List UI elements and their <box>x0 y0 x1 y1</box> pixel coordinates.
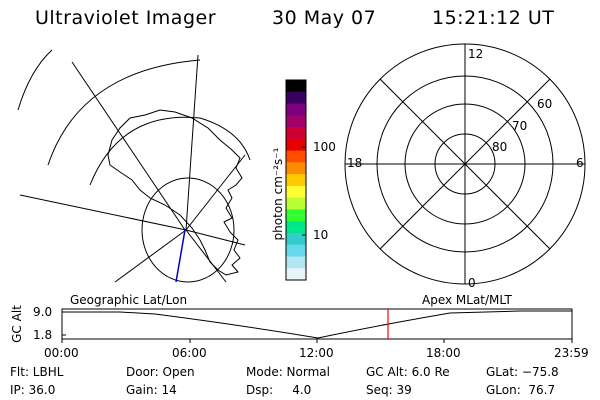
color-bar-segment <box>286 232 306 246</box>
info-dsp: Dsp: 4.0 <box>246 383 312 397</box>
map-meridian-3 <box>19 194 187 231</box>
timeline-xtick-label-12: 12:00 <box>299 346 334 360</box>
timeline-left-caption: Geographic Lat/Lon <box>70 293 188 307</box>
ground-track <box>175 229 186 283</box>
map-lat-circle <box>141 177 235 283</box>
color-bar-segment <box>286 115 306 128</box>
polar-diag-2 <box>379 78 551 250</box>
color-bar-unit-label: photon cm⁻²s⁻¹ <box>271 147 285 241</box>
timeline-ytick-label-9: 9.0 <box>33 305 53 319</box>
instrument-title: Ultraviolet Imager <box>35 7 217 29</box>
info-gc-alt: GC Alt: 6.0 Re <box>366 365 450 379</box>
mlt-label-0: 0 <box>468 276 476 290</box>
info-door: Door: Open <box>126 365 195 379</box>
info-glon: GLon: 76.7 <box>486 383 556 397</box>
color-bar-segment <box>286 268 306 281</box>
timeline-right-caption: Apex MLat/MLT <box>422 293 512 307</box>
timeline-axis-title: GC Alt <box>10 305 24 343</box>
info-gain: Gain: 14 <box>126 383 177 397</box>
timeline-plot <box>61 308 573 343</box>
info-ip: IP: 36.0 <box>10 383 56 397</box>
mlt-label-18: 18 <box>347 156 363 170</box>
mlat-label-60: 60 <box>537 97 553 111</box>
color-bar-segment <box>286 174 306 187</box>
color-bar-segment <box>286 256 306 269</box>
color-bar-segment <box>286 80 306 93</box>
mlat-label-80: 80 <box>492 140 508 154</box>
time-label: 15:21:12 UT <box>432 7 555 29</box>
color-bar-segment <box>286 103 306 116</box>
map-meridian-2 <box>185 54 199 231</box>
color-bar-segment <box>286 91 306 105</box>
color-bar-segment <box>286 244 306 257</box>
info-seq: Seq: 39 <box>366 383 412 397</box>
info-mode: Mode: Normal <box>246 365 330 379</box>
map-meridian-5 <box>114 229 187 283</box>
mlat-label-70: 70 <box>512 119 528 133</box>
map-meridian-7 <box>185 154 246 231</box>
timeline-xtick-label-18: 18:00 <box>426 346 461 360</box>
color-bar-segment <box>286 209 306 222</box>
mlt-label-12: 12 <box>468 47 484 61</box>
color-bar-segment <box>286 197 306 210</box>
color-bar-segment <box>286 138 306 152</box>
mlt-label-6: 6 <box>576 156 584 170</box>
info-glat: GLat: −75.8 <box>486 365 559 379</box>
color-bar-tick-label-100: 100 <box>313 140 336 154</box>
geographic-map <box>17 49 251 283</box>
timeline-xtick-label-24: 23:59 <box>554 346 589 360</box>
color-bar-segment <box>286 150 306 163</box>
color-bar-segment <box>286 185 306 199</box>
polar-plot <box>344 43 586 285</box>
antarctica-coastline <box>107 109 243 276</box>
color-bar-segment <box>286 221 306 234</box>
color-bar-segment <box>286 127 306 140</box>
date-label: 30 May 07 <box>272 7 377 29</box>
map-outer-arc <box>17 49 53 111</box>
color-bar <box>286 80 306 281</box>
altitude-curve <box>62 310 572 339</box>
timeline-ytick-label-1.8: 1.8 <box>33 328 53 342</box>
info-filter: Flt: LBHL <box>10 365 64 379</box>
map-meridian-1 <box>71 61 186 231</box>
map-arc-1 <box>47 59 201 166</box>
map-meridian-4 <box>185 229 246 246</box>
map-arc-2 <box>89 116 251 186</box>
color-bar-frame <box>285 79 307 281</box>
color-bar-segment <box>286 162 306 175</box>
timeline-xtick-label-0: 00:00 <box>44 346 79 360</box>
color-bar-tick-label-10: 10 <box>313 228 329 242</box>
timeline-xtick-label-6: 06:00 <box>172 346 207 360</box>
map-meridian-6 <box>185 229 227 283</box>
